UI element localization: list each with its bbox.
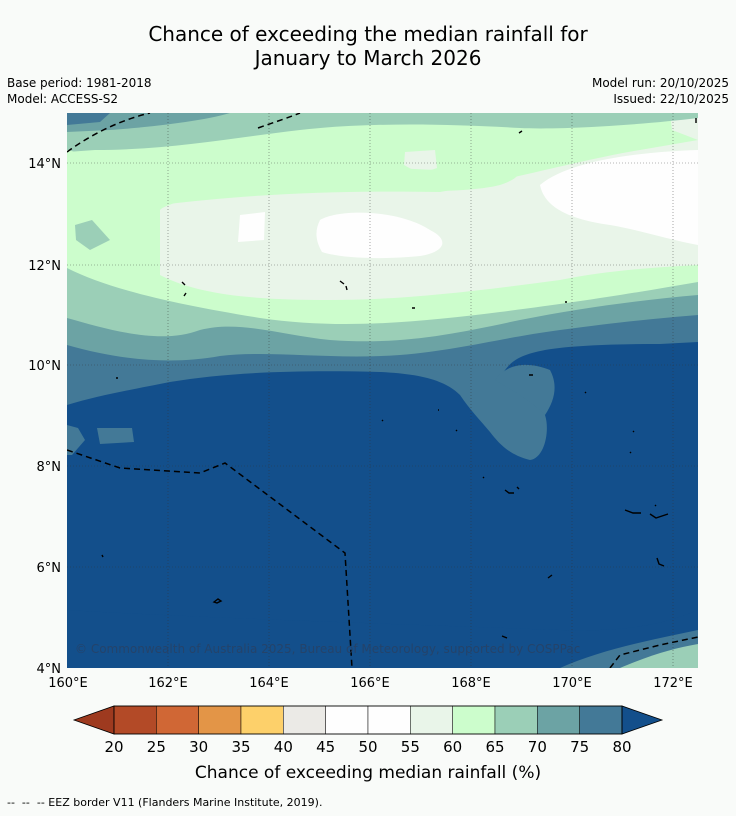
lon-label: 170°E: [552, 676, 592, 691]
colorbar-segment: [156, 705, 199, 735]
map-area: © Commonwealth of Australia 2025, Bureau…: [67, 113, 698, 668]
atoll-b: [412, 118, 697, 309]
colorbar-segment: [579, 705, 623, 735]
colorbar-segment: [452, 705, 496, 735]
eez-border-n: [257, 113, 301, 129]
colorbar-segment: [367, 705, 411, 735]
band-65-70-south: [620, 644, 698, 668]
colorbar-tick: 30: [189, 738, 208, 756]
band-70-75-north: [67, 113, 230, 132]
band-50-55-small: [238, 212, 265, 242]
chart-title-line1: Chance of exceeding the median rainfall …: [148, 22, 588, 46]
lon-label: 160°E: [48, 676, 88, 691]
colorbar-tick: 35: [231, 738, 250, 756]
colorbar-outline: [113, 705, 623, 735]
band-50-55-patch: [316, 212, 443, 259]
colorbar-tick: 70: [528, 738, 547, 756]
atoll-e: [624, 509, 669, 519]
colorbar-tick: 25: [147, 738, 166, 756]
colorbar: 20 25 30 35 40 45 50 55 60 65 70 75 80 C…: [72, 705, 664, 783]
band-55-60-patch: [404, 150, 437, 174]
colorbar-tick: 60: [443, 738, 462, 756]
lat-label: 12°N: [28, 259, 61, 274]
lon-labels: 160°E 162°E 164°E 166°E 168°E 170°E 172°…: [48, 676, 693, 691]
colorbar-segment: [283, 705, 326, 735]
colorbar-tick: 80: [612, 738, 631, 756]
lon-label: 164°E: [249, 676, 289, 691]
lat-label: 14°N: [28, 157, 61, 172]
lat-label: 10°N: [28, 359, 61, 374]
chart-title-line2: January to March 2026: [254, 46, 482, 70]
colorbar-tick: 20: [104, 738, 123, 756]
colorbar-segment: [410, 705, 453, 735]
colorbar-under-arrow: [72, 705, 115, 735]
colorbar-tick: 65: [485, 738, 504, 756]
atoll-d: [504, 486, 520, 494]
eez-borders: [67, 113, 698, 668]
colorbar-tick: 50: [358, 738, 377, 756]
base-period: Base period: 1981-2018: [7, 76, 152, 90]
colorbar-segment: [325, 705, 369, 735]
band-75-80-edge: [67, 425, 85, 455]
colorbar-segment: [537, 705, 580, 735]
colorbar-ticks: 20 25 30 35 40 45 50 55 60 65 70 75 80: [104, 738, 631, 756]
band-75-80-north: [67, 113, 110, 125]
copyright-text: © Commonwealth of Australia 2025, Bureau…: [75, 642, 580, 656]
islands: [101, 118, 697, 639]
atoll-g: [501, 574, 553, 639]
lat-label: 8°N: [37, 460, 62, 475]
gridlines: [67, 113, 698, 668]
band-65-70-patch: [75, 220, 110, 250]
lon-label: 172°E: [653, 676, 693, 691]
band-65-70-north: [67, 113, 698, 152]
band-over-80-south: [67, 610, 698, 668]
band-75-80-patch-west: [97, 428, 134, 444]
lat-label: 4°N: [37, 662, 62, 677]
eez-footnote: -- -- -- EEZ border V11 (Flanders Marine…: [7, 796, 323, 809]
colorbar-label: Chance of exceeding median rainfall (%): [195, 763, 541, 783]
lon-label: 162°E: [148, 676, 188, 691]
issued-date: Issued: 22/10/2025: [613, 92, 729, 106]
meta-left: Base period: 1981-2018 Model: ACCESS-S2: [7, 75, 152, 107]
atoll-dots: [101, 374, 657, 558]
band-75-80-inlet: [495, 364, 555, 415]
colorbar-tick: 55: [401, 738, 420, 756]
colorbar-over-arrow: [621, 705, 664, 735]
atoll-a: [181, 280, 348, 297]
atoll-f: [656, 557, 665, 567]
colorbar-tick: 45: [316, 738, 335, 756]
band-50-55-east: [540, 150, 698, 245]
band-over-80: [67, 342, 698, 668]
colorbar-tick: 40: [274, 738, 293, 756]
colorbar-segment: [198, 705, 242, 735]
atoll-c: [212, 598, 223, 604]
colorbar-tick: 75: [570, 738, 589, 756]
lat-label: 6°N: [37, 561, 62, 576]
meta-right: Model run: 20/10/2025 Issued: 22/10/2025: [592, 75, 729, 107]
lon-label: 168°E: [451, 676, 491, 691]
lon-label: 166°E: [350, 676, 390, 691]
lat-labels: 14°N 12°N 10°N 8°N 6°N 4°N: [28, 157, 61, 677]
eez-border-nw: [67, 113, 151, 153]
eez-border-sw: [67, 449, 353, 668]
model-name: Model: ACCESS-S2: [7, 92, 119, 106]
colorbar-segment: [494, 705, 538, 735]
colorbar-segment: [240, 705, 284, 735]
colorbar-segment: [113, 705, 157, 735]
chart-title: Chance of exceeding the median rainfall …: [0, 22, 736, 70]
model-run: Model run: 20/10/2025: [591, 76, 729, 90]
